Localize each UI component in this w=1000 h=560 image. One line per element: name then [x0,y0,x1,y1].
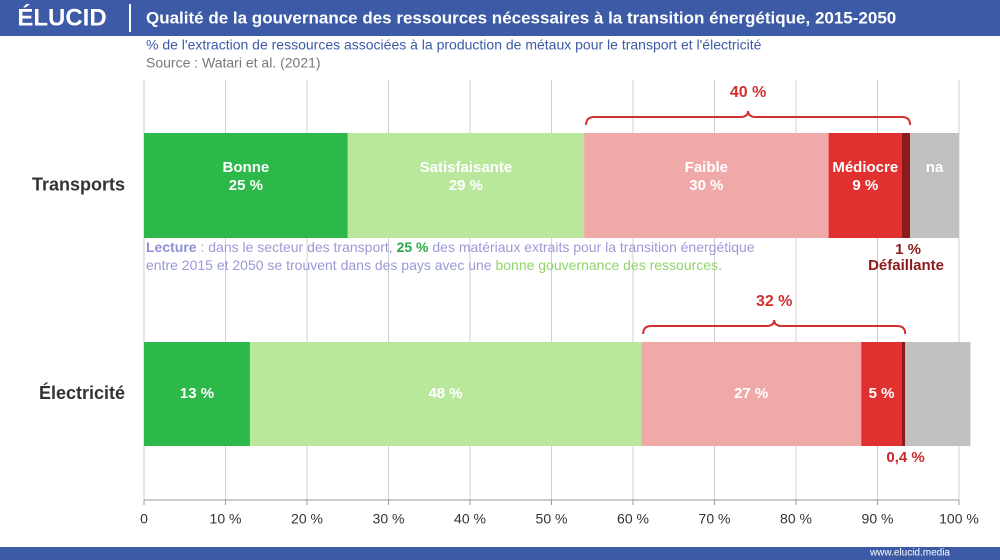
x-tick-label: 80 % [780,511,812,527]
value-label: 0,4 % [886,449,924,466]
note-line: entre 2015 et 2050 se trouvent dans des … [146,257,722,273]
x-tick-label: 100 % [939,511,979,527]
bar-segment [144,342,250,446]
category-label: Électricité [39,382,125,403]
x-tick-label: 50 % [536,511,568,527]
value-label: 5 % [869,385,895,402]
value-label: 25 % [229,177,263,194]
header-bar [0,0,1000,36]
bracket-label: 40 % [730,84,766,101]
x-tick-label: 30 % [373,511,405,527]
x-tick-label: 60 % [617,511,649,527]
series-label: na [926,159,944,176]
bar-segment [901,342,906,446]
x-tick-label: 20 % [291,511,323,527]
bar-segment [347,133,585,238]
note-text: des matériaux extraits pour la transitio… [429,239,755,255]
value-label: 30 % [689,177,723,194]
bar-segment [641,342,862,446]
x-tick-label: 40 % [454,511,486,527]
bar-segment [144,133,348,238]
note-text: bonne gouvernance des ressources [495,257,718,273]
subtitle: % de l'extraction de ressources associée… [146,37,762,53]
footer-url: www.elucid.media [869,548,950,559]
source: Source : Watari et al. (2021) [146,55,321,71]
bar-segment [910,133,959,238]
footer-bar [0,547,1000,560]
chart-title: Qualité de la gouvernance des ressources… [146,8,896,27]
value-label: 48 % [428,385,462,402]
bracket [585,110,912,126]
note-text: : dans le secteur des transport, [197,239,397,255]
logo: ÉLUCID [17,3,106,31]
x-tick-label: 70 % [699,511,731,527]
bar-segment [249,342,642,446]
series-label: Faible [685,159,728,176]
value-label: 1 % [895,241,921,258]
value-label: 29 % [449,177,483,194]
series-label: Satisfaisante [420,159,513,176]
value-label: 9 % [852,177,878,194]
series-label: Médiocre [832,159,898,176]
value-label: 27 % [734,385,768,402]
series-label: Défaillante [868,257,944,274]
bar-segment [905,342,971,446]
bracket [642,319,907,335]
x-tick-label: 0 [140,511,148,527]
series-label: Bonne [223,159,270,176]
bar-segment [861,342,902,446]
note-text: . [718,257,722,273]
bar-segment [901,133,911,238]
category-label: Transports [32,174,125,194]
value-label: 13 % [180,385,214,402]
bar-segment [828,133,902,238]
note-text: entre 2015 et 2050 se trouvent dans des … [146,257,495,273]
note-line: Lecture : dans le secteur des transport,… [146,239,755,255]
x-tick-label: 90 % [862,511,894,527]
note-text: Lecture [146,239,197,255]
x-tick-label: 10 % [210,511,242,527]
note-text: 25 % [397,239,429,255]
bracket-label: 32 % [756,293,792,310]
bar-segment [584,133,829,238]
